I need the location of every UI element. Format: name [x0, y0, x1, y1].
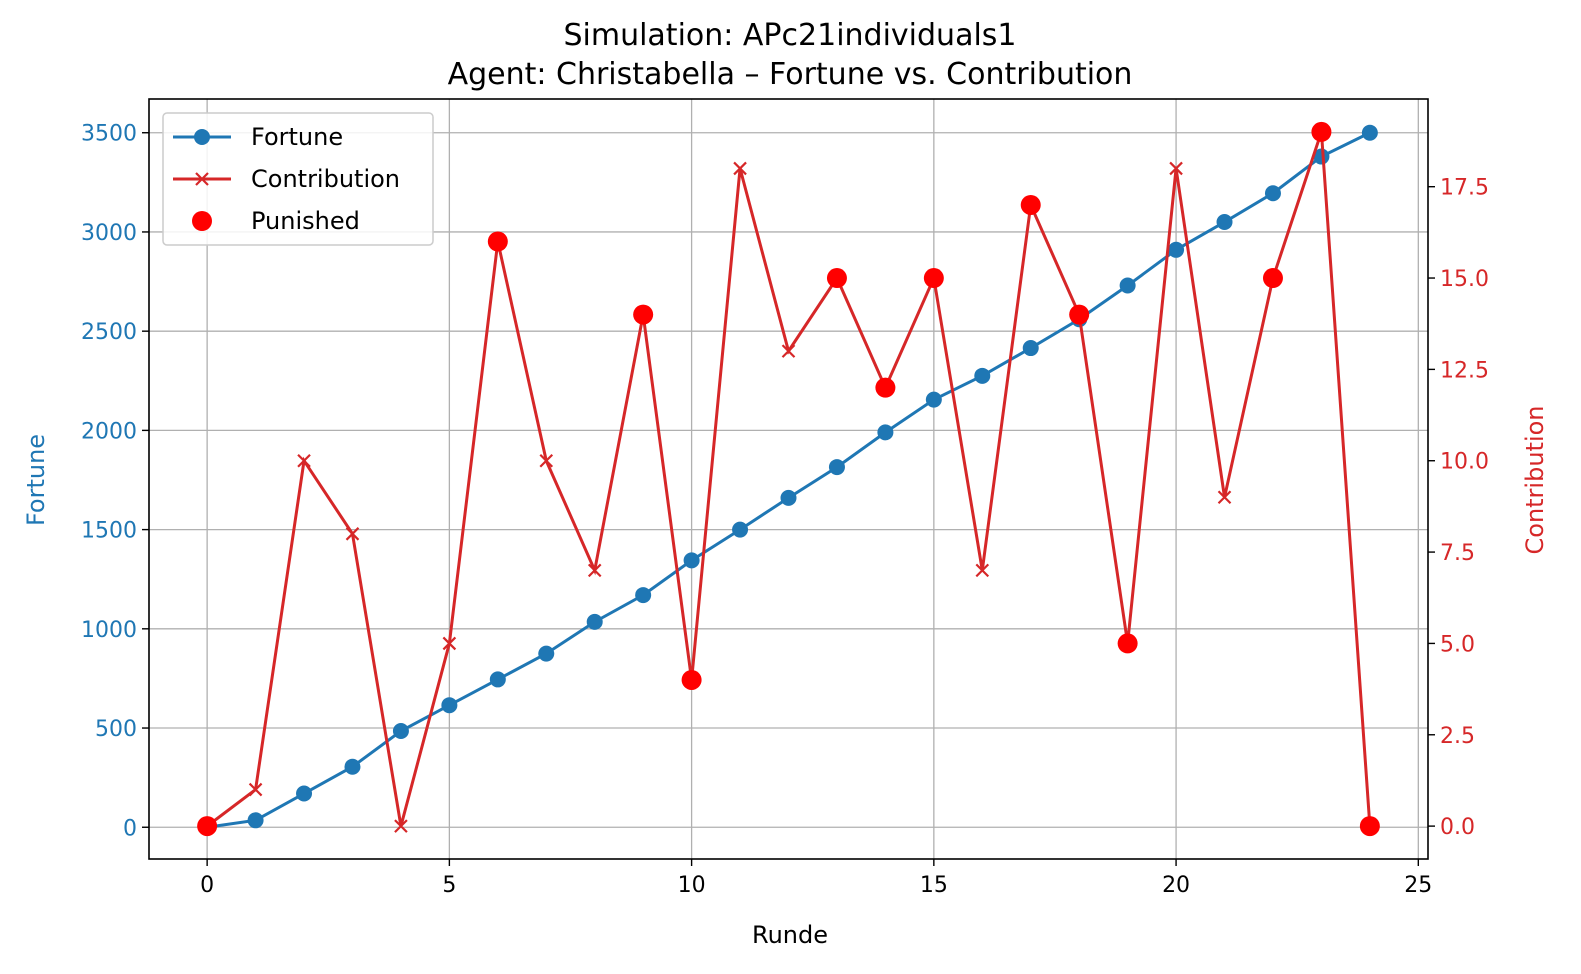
punished-marker	[633, 304, 654, 325]
legend-fortune-label: Fortune	[251, 123, 343, 151]
x-tick-label: 25	[1404, 873, 1432, 898]
contribution-point	[781, 344, 796, 358]
y-right-tick-label: 2.5	[1440, 724, 1475, 749]
fortune-point	[828, 459, 845, 476]
contribution-point	[394, 819, 408, 833]
y-left-tick-label: 2000	[81, 419, 137, 444]
legend-fortune-marker	[194, 129, 210, 145]
fortune-point	[586, 613, 603, 630]
x-tick-label: 0	[200, 873, 214, 898]
legend: Fortune Contribution Punished	[162, 112, 434, 246]
fortune-point	[1119, 277, 1136, 294]
grid	[149, 99, 1428, 859]
contribution-point	[587, 563, 602, 578]
y-right-tick-label: 0.0	[1440, 815, 1475, 840]
series-area	[197, 121, 1380, 837]
punished-marker	[681, 669, 702, 690]
legend-box	[162, 112, 434, 246]
punished-marker	[826, 268, 847, 289]
y-right-tick-label: 15.0	[1440, 267, 1489, 292]
y-left-tick-label: 3500	[81, 122, 137, 147]
contribution-point	[442, 636, 457, 651]
fortune-point	[683, 552, 700, 569]
x-axis-label: Runde	[752, 921, 828, 949]
punished-marker	[923, 268, 944, 289]
fortune-point	[877, 424, 894, 441]
legend-contribution-label: Contribution	[251, 165, 400, 193]
fortune-point	[247, 812, 264, 829]
y-right-tick-label: 5.0	[1440, 632, 1475, 657]
fortune-point	[441, 697, 458, 714]
contribution-point	[248, 782, 263, 797]
fortune-point	[296, 785, 313, 802]
fortune-point	[1361, 124, 1378, 141]
contribution-point	[297, 453, 311, 468]
y-right-tick-label: 10.0	[1440, 450, 1489, 475]
y-left-tick-label: 1000	[81, 618, 137, 643]
fortune-point	[344, 758, 361, 775]
contribution-point	[1169, 161, 1183, 176]
fortune-point	[1264, 185, 1281, 202]
fortune-point	[1022, 340, 1039, 357]
fortune-point	[974, 367, 991, 384]
y-left-tick-label: 500	[95, 717, 137, 742]
contribution-point	[1217, 490, 1232, 505]
legend-punished-marker	[192, 211, 212, 231]
punished-marker	[1069, 304, 1090, 325]
legend-punished-label: Punished	[251, 207, 360, 235]
contribution-point	[345, 527, 360, 541]
x-tick-label: 10	[678, 873, 706, 898]
legend-contribution-marker	[195, 172, 209, 186]
y-right-tick-label: 12.5	[1440, 358, 1489, 383]
punished-marker	[1117, 633, 1138, 654]
contribution-point	[975, 563, 990, 578]
y-left-tick-label: 0	[123, 816, 137, 841]
fortune-point	[1168, 241, 1185, 258]
x-tick-label: 5	[442, 873, 456, 898]
y-left-tick-label: 2500	[81, 320, 137, 345]
punished-marker	[1262, 268, 1283, 289]
fortune-point	[392, 723, 409, 740]
x-tick-label: 20	[1162, 873, 1190, 898]
chart-title-line2: Agent: Christabella – Fortune vs. Contri…	[448, 57, 1133, 92]
plot-frame	[148, 98, 1429, 860]
fortune-point	[732, 521, 749, 538]
fortune-point	[635, 587, 652, 604]
fortune-point	[925, 391, 942, 408]
fortune-point	[1216, 214, 1233, 231]
punished-marker	[197, 816, 218, 837]
fortune-point	[1313, 148, 1330, 165]
punished-marker	[1311, 121, 1332, 142]
y-axis-right-label: Contribution	[1521, 405, 1549, 554]
fortune-point	[780, 489, 797, 506]
fortune-point	[489, 671, 506, 688]
x-tick-label: 15	[920, 873, 948, 898]
contribution-point	[539, 453, 554, 468]
y-right-tick-label: 17.5	[1440, 176, 1489, 201]
fortune-point	[538, 645, 555, 662]
punished-marker	[1359, 816, 1380, 837]
y-left-tick-label: 1500	[81, 519, 137, 544]
punished-marker	[487, 231, 508, 252]
y-axis-left-label: Fortune	[22, 434, 50, 526]
axes: 0 5 10 15 20 25 0 500 1000 1500 2000 2500 3000 3500 0.…	[81, 98, 1489, 898]
contribution-point	[733, 161, 747, 176]
y-left-tick-label: 3000	[81, 221, 137, 246]
y-right-tick-label: 7.5	[1440, 541, 1475, 566]
punished-marker	[1020, 194, 1041, 215]
chart-title-line1: Simulation: APc21individuals1	[563, 18, 1016, 53]
punished-marker	[875, 377, 896, 398]
